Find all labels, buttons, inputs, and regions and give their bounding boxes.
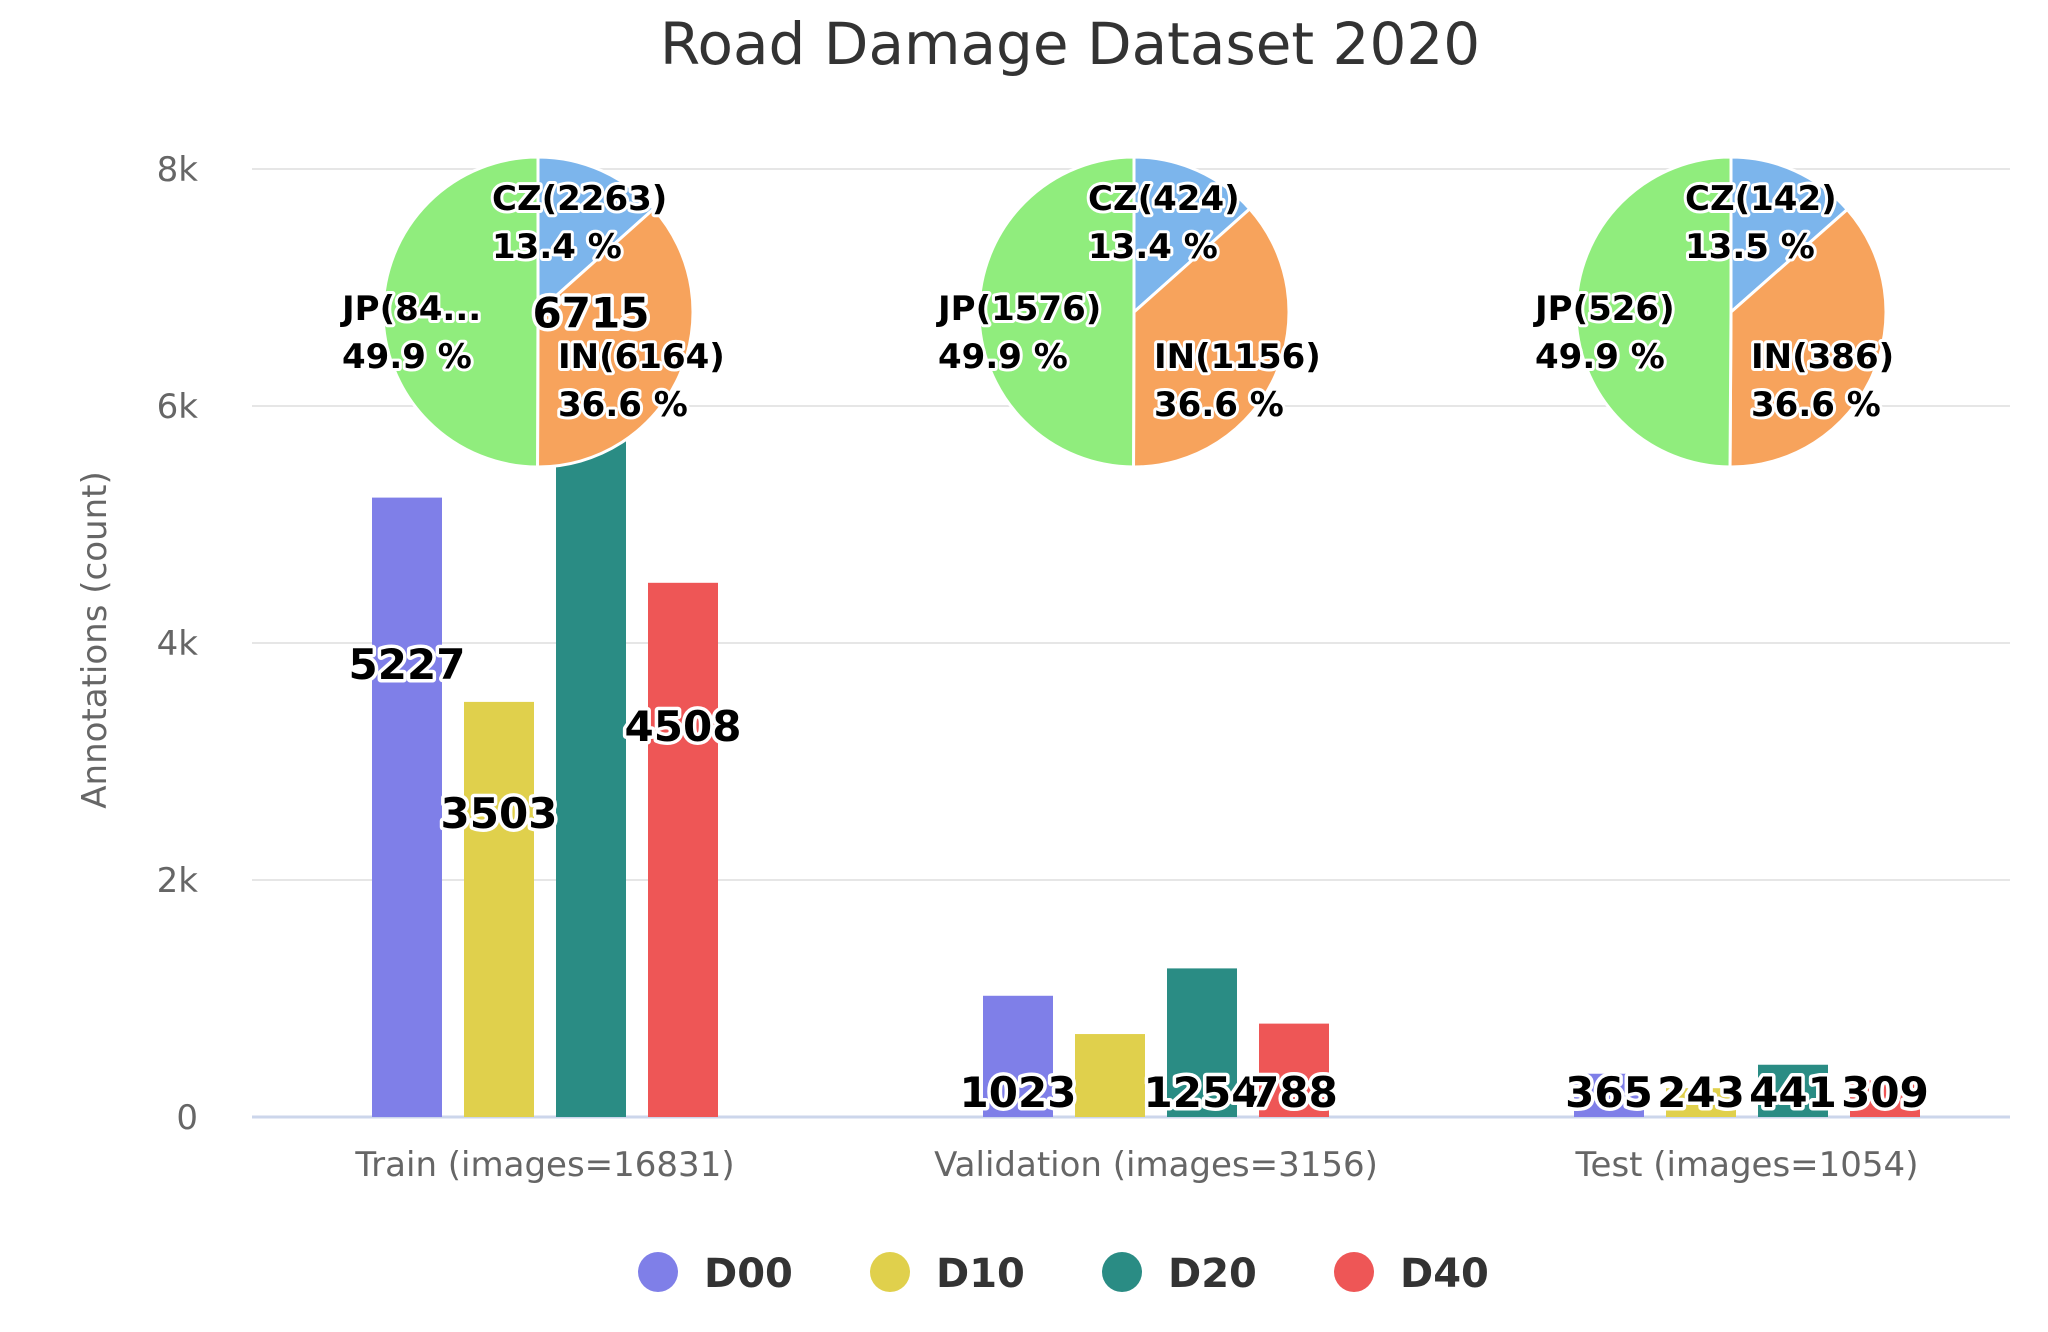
y-tick-label: 6k	[157, 387, 199, 427]
pie-label-percent: 36.6 %	[1751, 385, 1881, 425]
x-category-label: Train (images=16831)	[354, 1145, 734, 1185]
pie-label-percent: 13.4 %	[1088, 227, 1218, 267]
legend-item-d40[interactable]: D40	[1334, 1251, 1489, 1297]
pie-slice-in[interactable]	[536, 206, 695, 469]
data-label: 6715	[533, 288, 650, 337]
pie-label-name: JP(84...	[340, 289, 481, 329]
pie-slice-jp[interactable]	[977, 155, 1136, 469]
y-axis-label: Annotations (count)	[75, 471, 115, 808]
legend-item-d00[interactable]: D00	[638, 1251, 793, 1297]
data-label: 243	[1657, 1068, 1745, 1117]
legend-marker	[638, 1252, 678, 1292]
data-label: 309	[1841, 1068, 1929, 1117]
pie-label-name: IN(386)	[1751, 337, 1894, 377]
data-label: 1023	[960, 1068, 1077, 1117]
y-tick-label: 8k	[157, 150, 199, 190]
legend-item-d10[interactable]: D10	[870, 1251, 1025, 1297]
data-label: 1254	[1144, 1068, 1261, 1117]
pie-label-percent: 13.4 %	[492, 227, 622, 267]
pie-label-name: CZ(424)	[1088, 179, 1240, 219]
pie-label-name: IN(6164)	[558, 337, 725, 377]
legend-label: D10	[936, 1251, 1025, 1297]
bar-d00[interactable]	[1574, 1073, 1644, 1117]
x-category-label: Test (images=1054)	[1575, 1145, 1919, 1185]
data-label: 3503	[441, 789, 558, 838]
legend-label: D00	[704, 1251, 793, 1297]
bar-d00[interactable]	[983, 995, 1053, 1117]
data-label: 441	[1749, 1068, 1837, 1117]
pie-slice-jp[interactable]	[381, 155, 540, 469]
y-tick-label: 0	[176, 1098, 198, 1138]
bars-layer	[372, 321, 1920, 1118]
pie-slice-in[interactable]	[1132, 206, 1291, 469]
bar-d20[interactable]	[1758, 1064, 1828, 1117]
pie-slice-jp[interactable]	[1574, 155, 1733, 469]
pie-label-name: CZ(142)	[1685, 179, 1837, 219]
legend-label: D20	[1168, 1251, 1257, 1297]
chart-title: Road Damage Dataset 2020	[660, 10, 1480, 78]
data-label: 788	[1250, 1068, 1338, 1117]
pie-label-percent: 49.9 %	[342, 337, 472, 377]
pies-layer	[381, 155, 1888, 469]
bar-d10[interactable]	[1075, 1034, 1145, 1117]
y-tick-label: 2k	[157, 861, 199, 901]
legend-label: D40	[1400, 1251, 1489, 1297]
y-tick-label: 4k	[157, 624, 199, 664]
pie-label-name: IN(1156)	[1154, 337, 1321, 377]
data-label: 365	[1565, 1068, 1653, 1117]
pie-slice-in[interactable]	[1728, 207, 1888, 469]
pie-label-name: JP(1576)	[936, 289, 1101, 329]
pie-label-name: CZ(2263)	[492, 179, 667, 219]
pie-label-percent: 49.9 %	[938, 337, 1068, 377]
legend[interactable]: D00 D10 D20 D40	[638, 1251, 1489, 1297]
bar-d40[interactable]	[1259, 1023, 1329, 1117]
pie-slice-cz[interactable]	[1132, 155, 1252, 316]
pie-slice-cz[interactable]	[536, 155, 656, 316]
pie-label-percent: 49.9 %	[1535, 337, 1665, 377]
bar-d20[interactable]	[1167, 968, 1237, 1117]
pie-label-name: JP(526)	[1533, 289, 1675, 329]
data-label: 5227	[349, 640, 466, 689]
bar-d10[interactable]	[464, 701, 534, 1117]
bar-d40[interactable]	[1850, 1080, 1920, 1117]
data-label: 4508	[625, 702, 742, 751]
pie-label-percent: 36.6 %	[1154, 385, 1284, 425]
legend-item-d20[interactable]: D20	[1102, 1251, 1257, 1297]
pie-slice-cz[interactable]	[1729, 155, 1850, 316]
legend-marker	[1102, 1252, 1142, 1292]
pie-label-percent: 36.6 %	[558, 385, 688, 425]
legend-marker	[870, 1252, 910, 1292]
x-category-label: Validation (images=3156)	[934, 1145, 1378, 1185]
bar-d40[interactable]	[648, 582, 718, 1117]
bar-d00[interactable]	[372, 497, 442, 1118]
pie-label-percent: 13.5 %	[1685, 227, 1815, 267]
legend-marker	[1334, 1252, 1374, 1292]
bar-d10[interactable]	[1666, 1088, 1736, 1117]
